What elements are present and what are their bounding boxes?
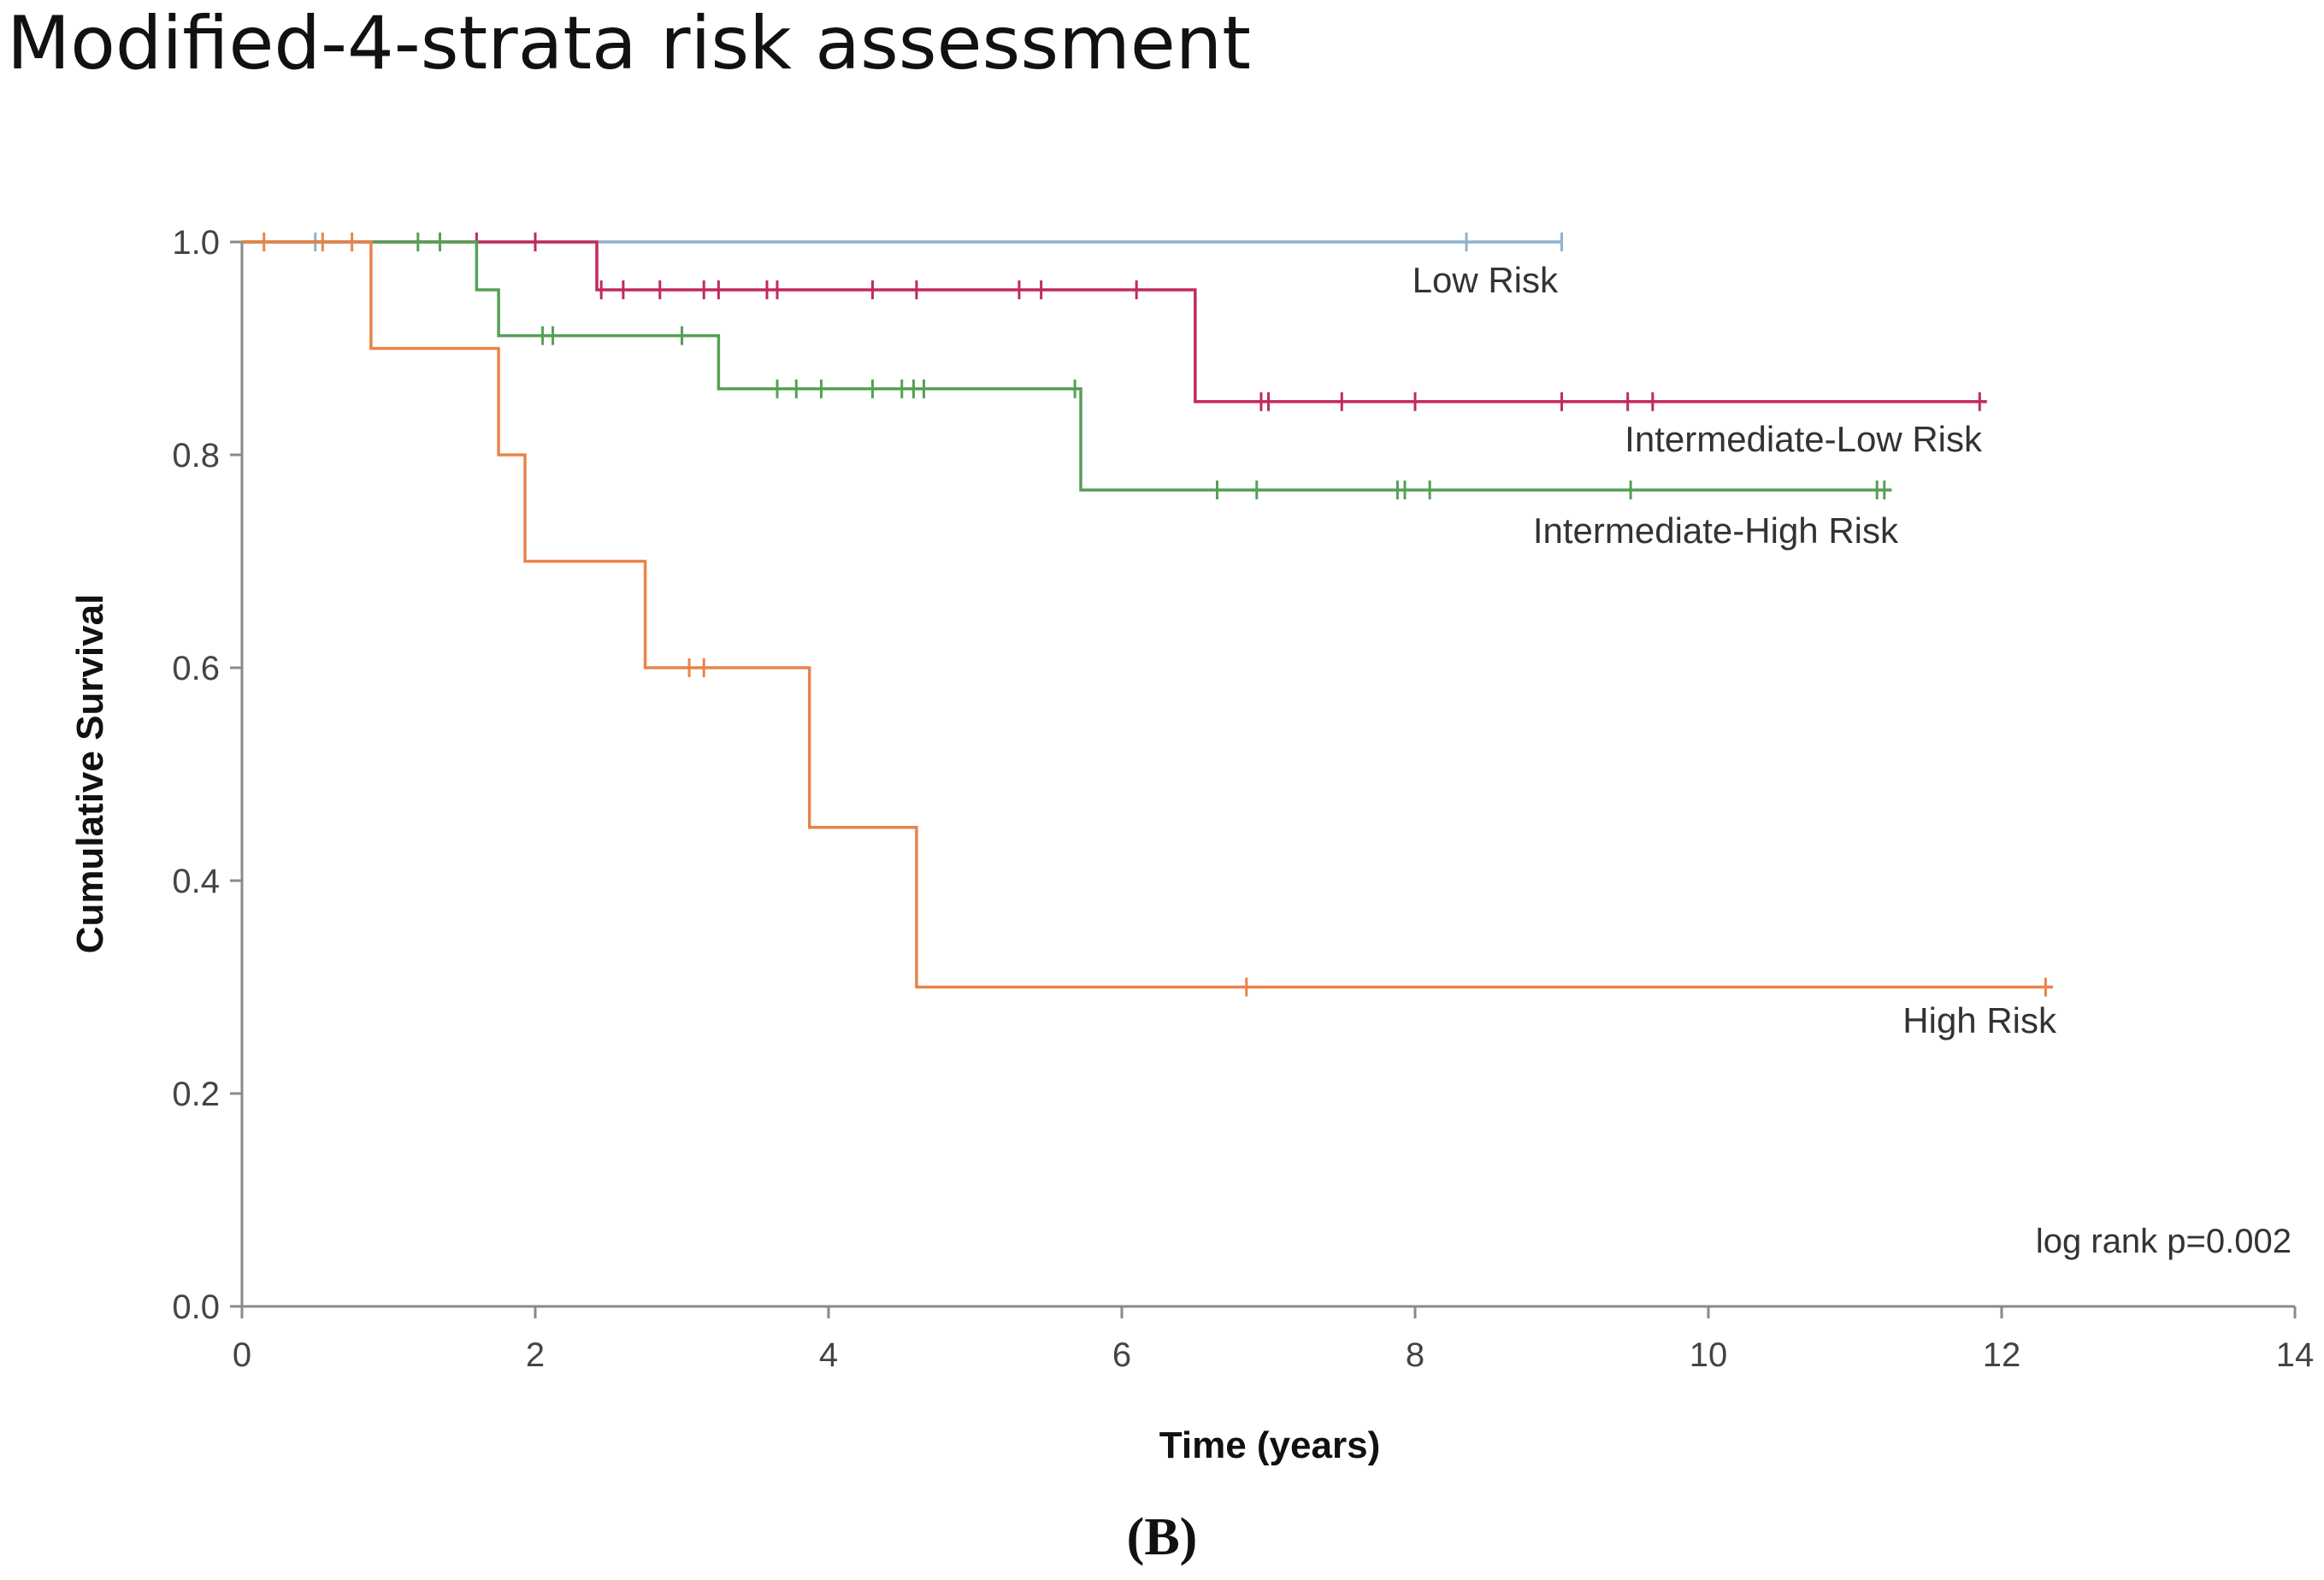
y-tick-label: 0.4 — [172, 863, 220, 900]
x-tick-label: 4 — [819, 1336, 838, 1374]
panel-label: (B) — [1127, 1508, 1198, 1566]
x-tick-label: 10 — [1690, 1336, 1728, 1374]
y-tick-label: 0.0 — [172, 1288, 220, 1326]
x-tick-label: 14 — [2276, 1336, 2315, 1374]
survival-curve-intermediate-low-risk — [242, 240, 1987, 404]
chart-title: Modified-4-strata risk assessment — [7, 1, 1251, 86]
series-label-high-risk: High Risk — [1902, 1000, 2057, 1041]
y-axis: 0.0 0.2 0.4 0.6 0.8 1.0 — [172, 224, 244, 1326]
series-layer — [242, 233, 2053, 997]
y-axis-label: Cumulative Survival — [69, 594, 111, 954]
series-label-intermediate-low-risk: Intermediate-Low Risk — [1625, 419, 1983, 459]
series-label-intermediate-high-risk: Intermediate-High Risk — [1533, 510, 1899, 551]
x-tick-label: 2 — [526, 1336, 545, 1374]
x-tick-label: 0 — [233, 1336, 251, 1374]
series-high-risk — [242, 233, 2053, 997]
log-rank-annotation: log rank p=0.002 — [2036, 1223, 2292, 1260]
y-tick-label: 0.6 — [172, 650, 220, 687]
survival-curve-high-risk — [242, 240, 2053, 989]
y-tick-label: 0.2 — [172, 1076, 220, 1113]
y-tick-label: 0.8 — [172, 437, 220, 475]
survival-curve-intermediate-high-risk — [242, 240, 1892, 492]
x-tick-label: 6 — [1112, 1336, 1131, 1374]
x-axis-label: Time (years) — [1159, 1424, 1380, 1466]
y-ticks: 0.0 0.2 0.4 0.6 0.8 1.0 — [172, 224, 242, 1326]
series-label-low-risk: Low Risk — [1413, 260, 1559, 300]
series-intermediate-low-risk — [242, 233, 1987, 411]
y-tick-label: 1.0 — [172, 224, 220, 262]
series-intermediate-high-risk — [242, 233, 1892, 500]
x-tick-label: 12 — [1983, 1336, 2021, 1374]
x-axis: 0 2 4 6 8 10 12 14 — [233, 1305, 2314, 1374]
x-tick-label: 8 — [1406, 1336, 1424, 1374]
x-ticks: 0 2 4 6 8 10 12 14 — [233, 1306, 2314, 1374]
